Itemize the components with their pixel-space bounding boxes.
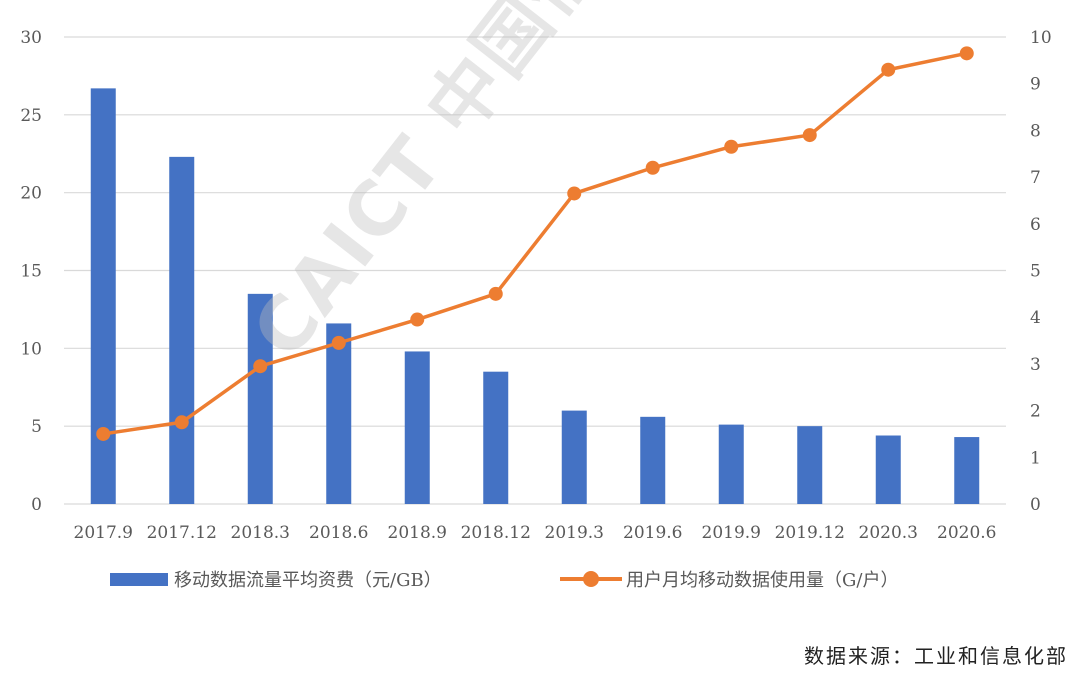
legend-bar-swatch	[110, 572, 168, 586]
y-right-tick-label: 6	[1030, 215, 1041, 235]
x-tick-label: 2018.9	[388, 523, 447, 543]
x-tick-label: 2019.6	[623, 523, 682, 543]
bar	[718, 424, 744, 504]
y-left-tick-label: 15	[20, 262, 42, 282]
y-right-tick-label: 3	[1030, 355, 1041, 375]
y-left-tick-label: 0	[31, 495, 42, 515]
line-point	[488, 286, 503, 301]
bar	[640, 416, 666, 504]
source-note: 数据来源：工业和信息化部	[804, 644, 1068, 668]
bar	[561, 410, 587, 504]
series-line	[102, 51, 968, 436]
y-right-tick-label: 1	[1030, 448, 1041, 468]
y-right-tick-label: 9	[1030, 75, 1041, 95]
legend: 移动数据流量平均资费（元/GB） 用户月均移动数据使用量（G/户）	[0, 566, 1080, 596]
y-left-tick-label: 25	[20, 106, 42, 126]
y-right-tick-label: 2	[1030, 402, 1041, 422]
x-tick-label: 2019.12	[775, 523, 845, 543]
y-right-tick-label: 5	[1030, 262, 1041, 282]
y-left-tick-label: 20	[20, 184, 42, 204]
x-tick-label: 2017.12	[147, 523, 217, 543]
line-point	[410, 312, 425, 327]
bar	[404, 351, 430, 504]
bar	[169, 156, 195, 504]
bar	[875, 435, 901, 504]
legend-line-swatch	[560, 571, 622, 587]
combo-chart: 0 5 10 15 20 25 30 0 1 2 3 4 5 6 7 8 9 10 2017.9 2017.12 201…	[20, 28, 1052, 543]
y-right-tick-label: 7	[1030, 168, 1041, 188]
line-point	[174, 415, 189, 430]
y-right-tick-label: 4	[1030, 308, 1041, 328]
bar	[326, 323, 352, 504]
line-point	[331, 335, 346, 350]
bar	[797, 426, 823, 504]
bar	[954, 437, 980, 504]
x-tick-label: 2018.3	[231, 523, 290, 543]
legend-bar-label: 移动数据流量平均资费（元/GB）	[174, 570, 442, 591]
y-left-tick-label: 10	[20, 339, 42, 359]
line-point	[253, 359, 268, 374]
line-point	[802, 128, 817, 143]
x-tick-label: 2020.3	[859, 523, 918, 543]
bar	[90, 88, 116, 505]
y-right-tick-label: 0	[1030, 495, 1041, 515]
y-right-tick-label: 10	[1030, 28, 1052, 48]
line-point	[567, 186, 582, 201]
bar	[483, 371, 509, 504]
line-point	[96, 426, 111, 441]
line-point	[645, 160, 660, 175]
legend-item-line: 用户月均移动数据使用量（G/户）	[560, 566, 898, 592]
legend-line-label: 用户月均移动数据使用量（G/户）	[626, 570, 899, 591]
x-tick-label: 2018.6	[309, 523, 368, 543]
y-left-tick-label: 5	[31, 417, 42, 437]
legend-item-bar: 移动数据流量平均资费（元/GB）	[110, 566, 442, 592]
x-tick-label: 2018.12	[461, 523, 531, 543]
y-right-tick-label: 8	[1030, 121, 1041, 141]
line-point	[881, 62, 896, 77]
x-tick-label: 2019.9	[702, 523, 761, 543]
y-left-tick-label: 30	[20, 28, 42, 48]
x-tick-label: 2020.6	[937, 523, 996, 543]
line-point	[959, 46, 974, 61]
x-tick-label: 2017.9	[74, 523, 133, 543]
line-point	[724, 139, 739, 154]
x-tick-label: 2019.3	[545, 523, 604, 543]
bar	[247, 293, 273, 504]
